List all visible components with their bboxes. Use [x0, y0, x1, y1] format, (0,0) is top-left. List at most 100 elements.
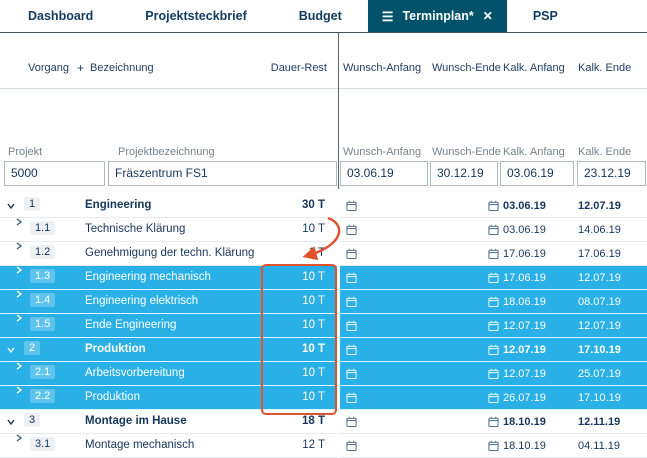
expand-chevron-icon[interactable]	[15, 290, 322, 314]
row-kalk-anfang[interactable]: 18.06.19	[503, 296, 546, 308]
expand-chevron-icon[interactable]	[15, 266, 322, 290]
wunsch-anfang-calendar-icon[interactable]	[346, 223, 357, 236]
schedule-row[interactable]: 1.1 Technische Klärung 10 T 03.06.19 14.…	[0, 218, 647, 242]
wunsch-ende-calendar-icon[interactable]	[488, 319, 499, 332]
row-duration[interactable]: 10 T	[302, 295, 325, 307]
wunsch-ende-calendar-icon[interactable]	[488, 439, 499, 452]
row-name[interactable]: Engineering mechanisch	[85, 271, 211, 283]
row-kalk-anfang[interactable]: 12.07.19	[503, 320, 546, 332]
wunsch-anfang-calendar-icon[interactable]	[346, 199, 357, 212]
row-duration[interactable]: 30 T	[301, 199, 325, 211]
tab-dashboard[interactable]: Dashboard	[2, 0, 119, 32]
row-kalk-anfang[interactable]: 03.06.19	[503, 224, 546, 236]
row-duration[interactable]: 10 T	[302, 367, 325, 379]
row-duration[interactable]: 10 T	[301, 343, 325, 355]
wunsch-anfang-calendar-icon[interactable]	[346, 439, 357, 452]
project-wunsch-anfang-field[interactable]: 03.06.19	[340, 161, 428, 186]
row-duration[interactable]: 12 T	[302, 439, 325, 451]
row-duration[interactable]: 10 T	[302, 271, 325, 283]
expand-chevron-icon[interactable]	[15, 218, 322, 242]
row-name[interactable]: Arbeitsvorbereitung	[85, 367, 185, 379]
row-number[interactable]: 1.3	[30, 269, 56, 283]
row-kalk-anfang[interactable]: 26.07.19	[503, 392, 546, 404]
row-number[interactable]: 1.1	[30, 221, 56, 235]
row-number[interactable]: 2	[24, 341, 41, 355]
wunsch-anfang-calendar-icon[interactable]	[346, 367, 357, 380]
row-number[interactable]: 2.2	[30, 389, 56, 403]
add-vorgang-button[interactable]: +	[77, 61, 85, 75]
wunsch-ende-calendar-icon[interactable]	[488, 271, 499, 284]
wunsch-ende-calendar-icon[interactable]	[488, 223, 499, 236]
wunsch-anfang-calendar-icon[interactable]	[346, 319, 357, 332]
expand-chevron-icon[interactable]	[7, 202, 15, 210]
wunsch-ende-calendar-icon[interactable]	[488, 247, 499, 260]
schedule-row[interactable]: 2.1 Arbeitsvorbereitung 10 T 12.07.19 25…	[0, 362, 647, 386]
expand-chevron-icon[interactable]	[15, 362, 322, 386]
project-name-field[interactable]: Fräszentrum FS1	[108, 161, 337, 186]
row-name[interactable]: Montage im Hause	[85, 415, 187, 427]
project-kalk-ende-field[interactable]: 23.12.19	[577, 161, 646, 186]
row-duration[interactable]: 10 T	[302, 391, 325, 403]
row-name[interactable]: Technische Klärung	[85, 223, 186, 235]
row-kalk-ende[interactable]: 04.11.19	[578, 440, 621, 452]
row-kalk-anfang[interactable]: 17.06.19	[503, 272, 546, 284]
schedule-row[interactable]: 1.4 Engineering elektrisch 10 T 18.06.19…	[0, 290, 647, 314]
project-wunsch-ende-field[interactable]: 30.12.19	[430, 161, 498, 186]
expand-chevron-icon[interactable]	[15, 386, 322, 410]
hamburger-menu-icon[interactable]: ☰	[381, 8, 394, 24]
wunsch-ende-calendar-icon[interactable]	[488, 391, 499, 404]
schedule-row[interactable]: 1 Engineering 30 T 03.06.19 12.07.19	[0, 194, 647, 218]
row-name[interactable]: Engineering	[85, 199, 152, 211]
row-number[interactable]: 1.4	[30, 293, 56, 307]
schedule-row[interactable]: 2 Produktion 10 T 12.07.19 17.10.19	[0, 338, 647, 362]
row-name[interactable]: Ende Engineering	[85, 319, 177, 331]
row-kalk-ende[interactable]: 25.07.19	[578, 368, 621, 380]
schedule-row[interactable]: 1.2 Genehmigung der techn. Klärung 1 T 1…	[0, 242, 647, 266]
row-kalk-ende[interactable]: 14.06.19	[578, 224, 621, 236]
row-duration[interactable]: 10 T	[302, 319, 325, 331]
schedule-row[interactable]: 1.5 Ende Engineering 10 T 12.07.19 12.07…	[0, 314, 647, 338]
wunsch-anfang-calendar-icon[interactable]	[346, 343, 357, 356]
row-kalk-ende[interactable]: 17.06.19	[578, 248, 621, 260]
row-kalk-ende[interactable]: 12.11.19	[578, 416, 621, 428]
project-kalk-anfang-field[interactable]: 03.06.19	[500, 161, 574, 186]
tab-terminplan[interactable]: ☰ Terminplan* ✕	[367, 0, 507, 32]
wunsch-anfang-calendar-icon[interactable]	[346, 271, 357, 284]
expand-chevron-icon[interactable]	[15, 242, 322, 266]
row-kalk-ende[interactable]: 17.10.19	[578, 392, 621, 404]
row-kalk-anfang[interactable]: 18.10.19	[503, 440, 546, 452]
wunsch-anfang-calendar-icon[interactable]	[346, 415, 357, 428]
schedule-row[interactable]: 3.1 Montage mechanisch 12 T 18.10.19 04.…	[0, 434, 647, 458]
expand-chevron-icon[interactable]	[7, 418, 15, 426]
row-kalk-anfang[interactable]: 12.07.19	[503, 344, 546, 356]
row-kalk-anfang[interactable]: 17.06.19	[503, 248, 546, 260]
row-kalk-ende[interactable]: 12.07.19	[578, 272, 621, 284]
wunsch-ende-calendar-icon[interactable]	[488, 343, 499, 356]
schedule-row[interactable]: 3 Montage im Hause 18 T 18.10.19 12.11.1…	[0, 410, 647, 434]
row-number[interactable]: 3	[24, 413, 41, 427]
pane-splitter[interactable]	[338, 33, 339, 189]
wunsch-ende-calendar-icon[interactable]	[488, 199, 499, 212]
row-number[interactable]: 1	[24, 197, 41, 211]
row-duration[interactable]: 1 T	[308, 247, 325, 259]
wunsch-anfang-calendar-icon[interactable]	[346, 295, 357, 308]
row-name[interactable]: Produktion	[85, 343, 146, 355]
tab-psp[interactable]: PSP	[507, 0, 584, 32]
row-number[interactable]: 3.1	[30, 437, 56, 451]
close-tab-icon[interactable]: ✕	[482, 9, 493, 23]
row-kalk-ende[interactable]: 12.07.19	[578, 320, 621, 332]
row-kalk-ende[interactable]: 17.10.19	[578, 344, 621, 356]
row-kalk-ende[interactable]: 08.07.19	[578, 296, 621, 308]
wunsch-ende-calendar-icon[interactable]	[488, 295, 499, 308]
row-number[interactable]: 2.1	[30, 365, 56, 379]
expand-chevron-icon[interactable]	[7, 346, 15, 354]
row-name[interactable]: Engineering elektrisch	[85, 295, 199, 307]
row-kalk-anfang[interactable]: 12.07.19	[503, 368, 546, 380]
schedule-row[interactable]: 1.3 Engineering mechanisch 10 T 17.06.19…	[0, 266, 647, 290]
row-kalk-anfang[interactable]: 03.06.19	[503, 200, 546, 212]
row-number[interactable]: 1.2	[30, 245, 56, 259]
row-name[interactable]: Genehmigung der techn. Klärung	[85, 247, 255, 259]
row-number[interactable]: 1.5	[30, 317, 56, 331]
tab-projektsteckbrief[interactable]: Projektsteckbrief	[119, 0, 272, 32]
schedule-row[interactable]: 2.2 Produktion 10 T 26.07.19 17.10.19	[0, 386, 647, 410]
